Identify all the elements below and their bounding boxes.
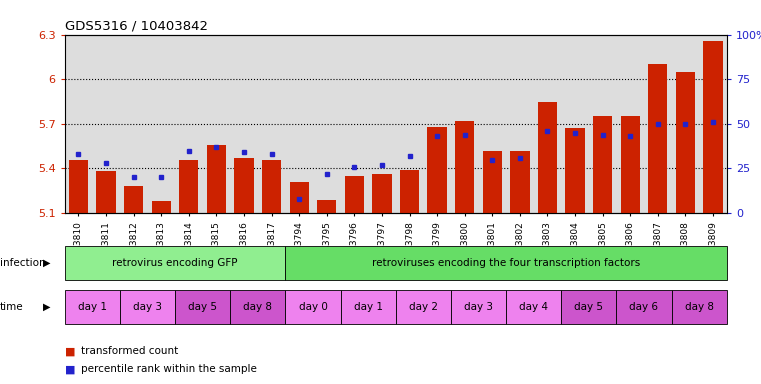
Bar [289,182,309,213]
Bar [482,151,502,213]
Bar [703,40,723,213]
Bar [151,201,171,213]
Bar [179,159,199,213]
Text: ■: ■ [65,364,75,374]
Bar [68,159,88,213]
Text: day 5: day 5 [188,302,217,312]
Text: day 8: day 8 [685,302,714,312]
Bar [400,170,419,213]
Bar [345,176,364,213]
Bar [620,116,640,213]
Text: day 8: day 8 [244,302,272,312]
Bar [538,101,557,213]
Text: percentile rank within the sample: percentile rank within the sample [81,364,257,374]
Bar [124,186,143,213]
Text: day 3: day 3 [464,302,493,312]
Text: retroviruses encoding the four transcription factors: retroviruses encoding the four transcrip… [372,258,640,268]
Text: GDS5316 / 10403842: GDS5316 / 10403842 [65,20,208,33]
Text: day 3: day 3 [133,302,162,312]
Bar [676,72,695,213]
Text: transformed count: transformed count [81,346,179,356]
Bar [648,64,667,213]
Text: ■: ■ [65,346,75,356]
Bar [317,200,336,213]
Bar [207,145,226,213]
Text: ▶: ▶ [43,302,51,312]
Bar [262,159,282,213]
Bar [593,116,613,213]
Bar [234,158,253,213]
Bar [428,127,447,213]
Bar [97,171,116,213]
Text: day 6: day 6 [629,302,658,312]
Bar [455,121,474,213]
Text: day 4: day 4 [519,302,548,312]
Text: time: time [0,302,24,312]
Text: ▶: ▶ [43,258,51,268]
Text: day 1: day 1 [78,302,107,312]
Text: day 2: day 2 [409,302,438,312]
Bar [372,174,392,213]
Bar [510,151,530,213]
Text: retrovirus encoding GFP: retrovirus encoding GFP [113,258,237,268]
Bar [565,128,584,213]
Text: infection: infection [0,258,46,268]
Text: day 1: day 1 [354,302,383,312]
Text: day 0: day 0 [298,302,327,312]
Text: day 5: day 5 [575,302,603,312]
